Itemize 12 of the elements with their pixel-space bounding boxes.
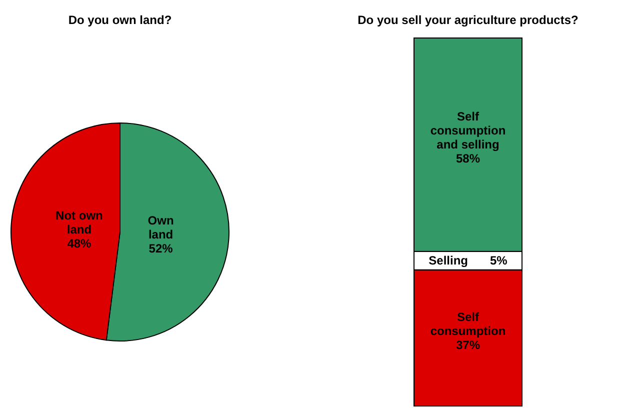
series-label: Selling [428,254,468,268]
chart-title: Do you own land? [68,13,172,27]
data-label: 5% [490,254,508,268]
slice-label: Own land [148,214,174,242]
data-label: 48% [67,236,92,250]
chart-title: Do you sell your agriculture products? [358,13,578,27]
series-label: Self consumption and selling [430,110,506,152]
data-label: 58% [456,152,480,166]
series-label: Self consumption [430,310,506,338]
data-label: 37% [456,338,480,352]
data-label: 52% [148,242,174,256]
slice-label: Not own land [56,208,103,236]
